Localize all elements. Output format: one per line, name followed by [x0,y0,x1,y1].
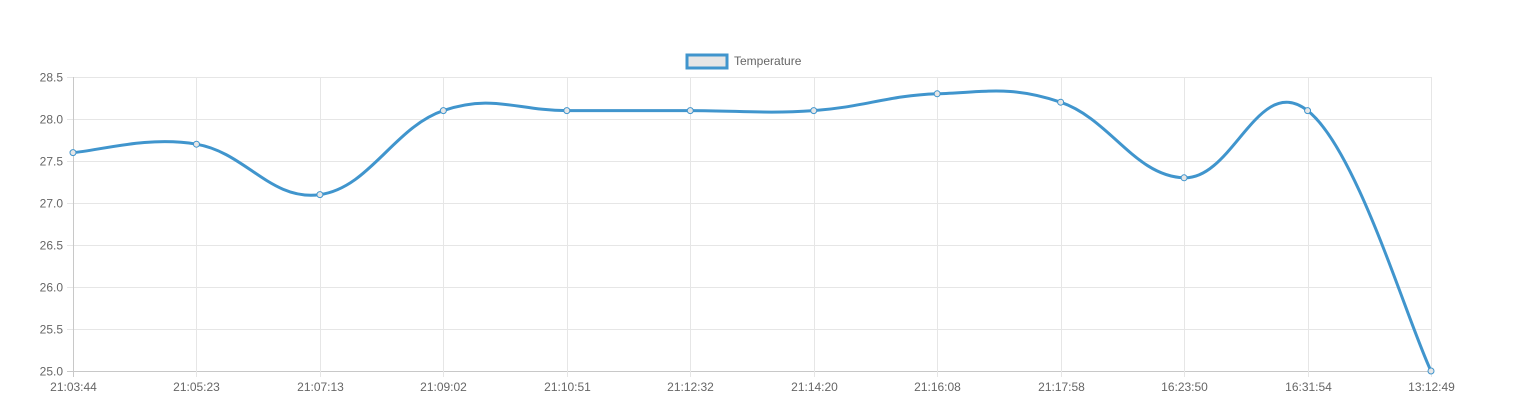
data-point[interactable] [192,140,200,148]
y-tick-label: 27.5 [40,155,64,169]
y-tick-label: 26.5 [40,239,64,253]
data-point[interactable] [316,191,324,199]
legend-label[interactable]: Temperature [734,54,802,68]
x-tick-label: 16:31:54 [1285,380,1332,394]
series-layer [69,89,1435,375]
legend-swatch[interactable] [685,53,729,70]
y-tick-label: 28.5 [40,71,64,85]
x-tick-label: 21:09:02 [420,380,467,394]
data-point[interactable] [686,107,694,115]
x-tick-label: 13:12:49 [1408,380,1455,394]
data-point[interactable] [810,107,818,115]
x-tick-label: 21:12:32 [667,380,714,394]
x-tick-label: 21:05:23 [173,380,220,394]
y-tick-label: 28.0 [40,113,64,127]
y-tick-label: 26.0 [40,281,64,295]
data-point[interactable] [439,107,447,115]
y-tick-label: 25.0 [40,365,64,379]
legend[interactable]: Temperature [685,53,802,70]
data-point[interactable] [1057,98,1065,106]
data-point[interactable] [563,107,571,115]
y-tick-label: 25.5 [40,323,64,337]
x-tick-label: 21:17:58 [1038,380,1085,394]
data-point[interactable] [1427,367,1435,375]
x-tick-label: 21:07:13 [297,380,344,394]
x-tick-label: 16:23:50 [1161,380,1208,394]
x-tick-label: 21:16:08 [914,380,961,394]
x-tick-label: 21:14:20 [791,380,838,394]
data-point[interactable] [1180,174,1188,182]
data-point[interactable] [933,90,941,98]
data-point[interactable] [69,149,77,157]
data-point[interactable] [1304,107,1312,115]
axis-layer: 25.0 25.5 26.0 26.5 27.0 27.5 28.0 28.5 21:03:44… [40,71,1456,395]
y-tick-label: 27.0 [40,197,64,211]
series-line-temperature [72,89,1433,372]
grid-layer [67,77,1432,377]
x-tick-label: 21:10:51 [544,380,591,394]
x-tick-label: 21:03:44 [50,380,97,394]
